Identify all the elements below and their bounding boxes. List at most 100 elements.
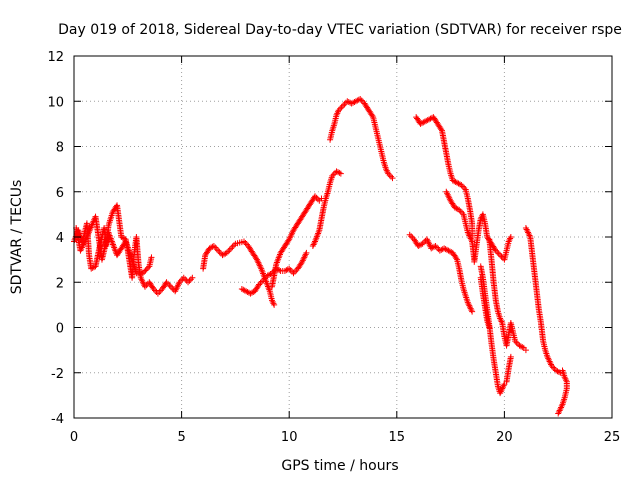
data-point xyxy=(507,353,514,360)
data-point-run xyxy=(457,208,466,216)
data-point-run xyxy=(350,99,358,106)
data-point xyxy=(337,170,344,177)
y-tick-label: 6 xyxy=(56,186,64,201)
data-point-run xyxy=(450,251,460,262)
data-point-run xyxy=(312,228,322,243)
data-point-run xyxy=(442,246,451,253)
data-point-run xyxy=(203,246,212,257)
data-point-run xyxy=(486,237,495,261)
y-tick-label: 2 xyxy=(56,276,64,291)
y-tick-label: -4 xyxy=(51,412,64,427)
data-point-run xyxy=(542,348,550,359)
data-point-run xyxy=(494,249,502,257)
data-point-run xyxy=(329,122,337,132)
data-point-run xyxy=(169,285,177,293)
data-point-run xyxy=(313,194,321,203)
data-point xyxy=(148,254,155,261)
data-point-run xyxy=(141,264,152,275)
data-point-run xyxy=(433,244,442,253)
data-point-run xyxy=(282,237,292,248)
data-point-run xyxy=(555,407,563,415)
data-point-run xyxy=(270,267,278,275)
data-point-run xyxy=(563,380,570,390)
data-point-run xyxy=(269,298,277,307)
data-point-run xyxy=(366,108,376,119)
x-tick-label: 5 xyxy=(177,430,185,445)
data-point-run xyxy=(240,286,248,294)
data-point-run xyxy=(358,97,367,106)
x-tick-label: 0 xyxy=(70,430,78,445)
x-axis-label: GPS time / hours xyxy=(281,458,398,474)
data-point-run xyxy=(261,273,270,282)
data-point-run xyxy=(488,258,497,284)
data-point-run xyxy=(345,99,354,106)
data-point-run xyxy=(337,104,345,112)
data-point-run xyxy=(435,122,445,133)
y-tick-label: 10 xyxy=(47,95,64,110)
data-point-run xyxy=(123,240,135,262)
data-point-run xyxy=(133,235,142,266)
data-point-run xyxy=(562,375,570,384)
data-point-run xyxy=(533,289,542,311)
data-point-run xyxy=(299,208,309,219)
data-point-run xyxy=(269,262,279,289)
y-tick-label: 4 xyxy=(56,231,64,246)
data-point-run xyxy=(286,228,296,241)
data-point-run xyxy=(341,99,349,108)
data-point-run xyxy=(177,276,186,284)
data-point-run xyxy=(431,115,440,126)
chart-title: Day 019 of 2018, Sidereal Day-to-day VTE… xyxy=(58,22,622,38)
data-point-run xyxy=(212,244,220,253)
data-point-run xyxy=(465,230,475,244)
data-point xyxy=(389,175,396,182)
data-point-run xyxy=(418,119,427,127)
y-axis-label: SDTVAR / TECUs xyxy=(9,180,25,295)
data-point-run xyxy=(495,310,503,320)
y-tick-label: 12 xyxy=(47,50,64,65)
data-point xyxy=(555,410,562,417)
data-point-run xyxy=(531,271,540,293)
data-point-run xyxy=(523,226,533,239)
data-point-run xyxy=(186,276,194,284)
data-point-run xyxy=(330,169,339,178)
data-point xyxy=(507,234,514,240)
data-point-run xyxy=(527,235,536,257)
data-point xyxy=(303,249,310,256)
data-point-run xyxy=(455,180,463,188)
data-point xyxy=(139,270,146,277)
data-point-run xyxy=(451,178,459,185)
data-point-run xyxy=(416,241,425,249)
data-point-run xyxy=(465,301,473,309)
data-point-run xyxy=(383,167,391,176)
data-point-run xyxy=(423,117,431,124)
data-point-run xyxy=(254,258,264,271)
data-point xyxy=(522,347,529,354)
data-point-run xyxy=(182,276,190,284)
data-point-run xyxy=(414,115,423,126)
data-point-run xyxy=(529,253,538,275)
data-point-run xyxy=(490,280,499,302)
data-point-run xyxy=(225,246,233,255)
data-point-run xyxy=(273,251,283,266)
data-point-run xyxy=(506,235,514,244)
data-point-run xyxy=(427,114,435,122)
data-point-run xyxy=(147,280,156,291)
data-point-run xyxy=(323,190,331,200)
data-point-run xyxy=(250,251,260,262)
data-point-run xyxy=(547,359,555,368)
data-point-run xyxy=(89,264,98,271)
data-point-run xyxy=(216,249,225,257)
data-point-run xyxy=(463,294,471,304)
data-point-run xyxy=(448,199,458,210)
data-point-run xyxy=(560,396,568,406)
data-point-run xyxy=(438,246,446,253)
data-point-run xyxy=(354,96,362,104)
data-point-run xyxy=(334,108,341,117)
data-point-run xyxy=(484,319,492,329)
data-point-run xyxy=(135,270,145,277)
data-point-run xyxy=(362,101,371,112)
data-point-run xyxy=(517,343,526,351)
y-tick-label: 0 xyxy=(56,322,64,337)
